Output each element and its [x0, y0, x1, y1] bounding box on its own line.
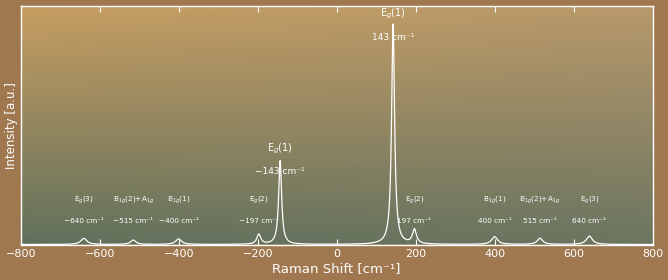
- Text: 143 cm⁻¹: 143 cm⁻¹: [372, 33, 414, 42]
- Text: B$_{1g}$(2)+A$_{1g}$: B$_{1g}$(2)+A$_{1g}$: [113, 195, 154, 206]
- Text: −143 cm⁻¹: −143 cm⁻¹: [255, 167, 305, 176]
- Text: E$_g$(3): E$_g$(3): [580, 195, 599, 206]
- Y-axis label: Intensity [a.u.]: Intensity [a.u.]: [5, 82, 18, 169]
- Text: B$_{1g}$(1): B$_{1g}$(1): [167, 195, 190, 206]
- Text: B$_{1g}$(2)+A$_{1g}$: B$_{1g}$(2)+A$_{1g}$: [520, 195, 560, 206]
- Text: −400 cm⁻¹: −400 cm⁻¹: [158, 218, 198, 223]
- Text: 640 cm⁻¹: 640 cm⁻¹: [572, 218, 607, 223]
- Text: 515 cm⁻¹: 515 cm⁻¹: [523, 218, 557, 223]
- Text: 197 cm⁻¹: 197 cm⁻¹: [397, 218, 432, 223]
- Text: E$_g$(1): E$_g$(1): [380, 6, 406, 21]
- Text: E$_g$(3): E$_g$(3): [74, 195, 94, 206]
- Text: 400 cm⁻¹: 400 cm⁻¹: [478, 218, 512, 223]
- Text: E$_g$(2): E$_g$(2): [249, 195, 269, 206]
- Text: −197 cm⁻¹: −197 cm⁻¹: [238, 218, 279, 223]
- Text: −640 cm⁻¹: −640 cm⁻¹: [64, 218, 104, 223]
- Text: −515 cm⁻¹: −515 cm⁻¹: [113, 218, 153, 223]
- Text: E$_g$(2): E$_g$(2): [405, 195, 424, 206]
- X-axis label: Raman Shift [cm⁻¹]: Raman Shift [cm⁻¹]: [273, 262, 401, 275]
- Text: E$_g$(1): E$_g$(1): [267, 142, 293, 156]
- Text: B$_{1g}$(1): B$_{1g}$(1): [483, 195, 506, 206]
